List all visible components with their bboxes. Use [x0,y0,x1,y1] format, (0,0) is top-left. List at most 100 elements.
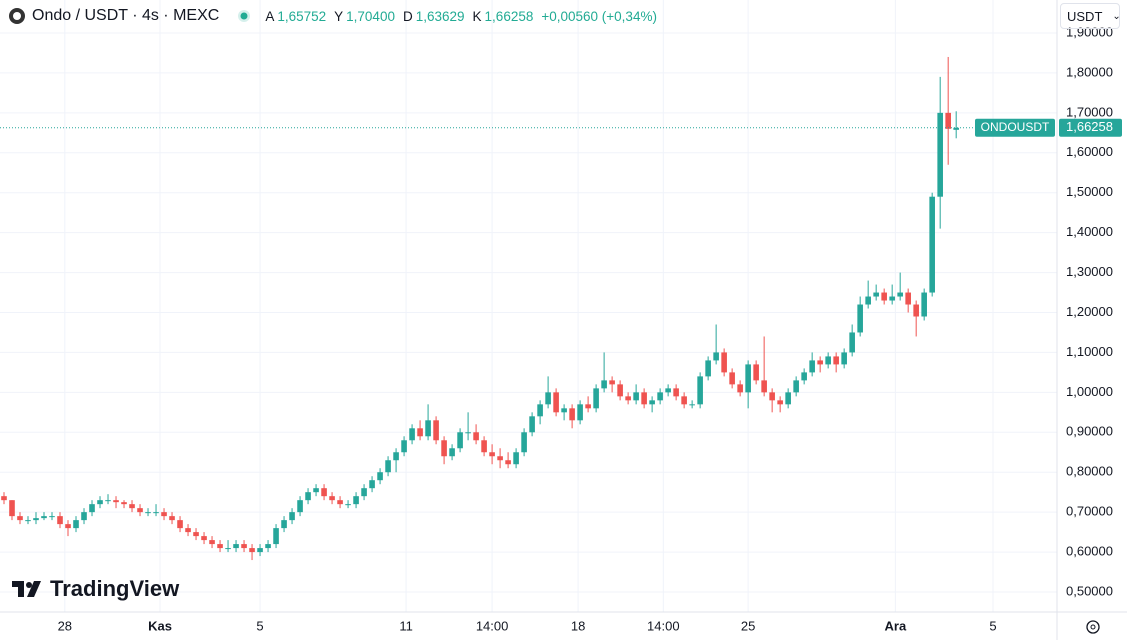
candle-body [105,500,111,502]
candle-body [425,420,431,437]
candle-body [649,400,655,405]
candle-body [945,112,951,129]
candle-body [697,376,703,405]
candle-body [881,292,887,301]
candle-body [889,296,895,301]
symbol[interactable]: Ondo / USDT · 4s · MEXC [32,7,220,24]
brand-icon [12,581,41,597]
x-tick-label: 25 [741,618,755,633]
candle-body [793,380,799,393]
candle-body [641,392,647,405]
brand-logo: TradingView [12,576,179,602]
candle-body [577,404,583,421]
y-tick-label: 0,80000 [1066,464,1113,479]
candle-body [417,428,423,437]
candle-body [1,496,7,501]
candle-body [601,380,607,389]
chevron: ⌄ [1112,10,1121,22]
candle-body [65,524,71,529]
status-dot [238,10,251,22]
candle-body [801,372,807,381]
currency-select[interactable]: USDT ⌄ [1060,3,1121,29]
candle-body [393,452,399,461]
x-tick-label: 5 [256,618,263,633]
candle-body [193,532,199,537]
candle-body [673,388,679,397]
candle-body [73,520,79,529]
candle-body [833,356,839,365]
candle-body [457,432,463,449]
price-tag-symbol: ONDOUSDT [981,120,1050,134]
candle-body [529,416,535,433]
candle-body [721,352,727,373]
candle-body [89,504,95,513]
x-tick-label: Ara [885,618,907,633]
y-tick-label: 1,10000 [1066,344,1113,359]
x-tick-label: 14:00 [476,618,509,633]
candle-body [369,480,375,489]
candle-body [785,392,791,405]
ohlc-value: 1,70400 [346,8,395,24]
candle-body [737,384,743,393]
ohlc-label: A [265,8,275,24]
candle-body [777,400,783,405]
x-tick-label: 28 [58,618,72,633]
candle-body [241,544,247,549]
candle-body [913,304,919,317]
x-tick-label: 14:00 [647,618,680,633]
y-tick-label: 1,00000 [1066,384,1113,399]
candle-body [121,502,127,505]
y-tick-label: 0,60000 [1066,544,1113,559]
candle-body [705,360,711,377]
y-tick-label: 1,70000 [1066,104,1113,119]
candle-body [633,392,639,401]
candle-body [57,516,63,525]
candle-body [809,360,815,373]
candle-body [657,392,663,401]
brand-name: TradingView [50,576,180,601]
price-tag-bg [975,118,1055,137]
candle-body [345,504,351,506]
settings-icon[interactable] [1086,620,1100,634]
candle-body [905,292,911,305]
candle-body [609,380,615,385]
candle-body [313,488,319,493]
candle-body [289,512,295,521]
candle-body [169,516,175,521]
candle-body [873,292,879,297]
candle-body [897,292,903,297]
candle-body [585,404,591,409]
candle-body [825,356,831,365]
y-tick-label: 1,60000 [1066,144,1113,159]
candle-body [361,488,367,497]
candle-body [113,500,119,503]
candle-body [41,516,47,519]
candle-body [81,512,87,521]
candle-body [281,520,287,529]
x-tick-label: 18 [571,618,585,633]
ohlc-value: 1,65752 [277,8,327,24]
candle-body [273,528,279,545]
candle-body [553,392,559,413]
candle-body [761,380,767,393]
candle-body [377,472,383,481]
x-tick-label: 5 [989,618,996,633]
x-tick-label: 11 [399,618,413,633]
candle-body [353,496,359,505]
candle-body [473,432,479,441]
candle-body [329,496,335,501]
candle-body [521,432,527,453]
candle-body [177,520,183,529]
candle-body [513,452,519,465]
candle-body [561,408,567,413]
currency: USDT [1067,8,1103,24]
candle-body [449,448,455,457]
y-tick-label: 1,50000 [1066,184,1113,199]
candle-body [209,540,215,545]
candle-body [433,420,439,441]
y-tick-label: 0,90000 [1066,424,1113,439]
candle-body [953,127,959,130]
candle-body [769,392,775,401]
candle-body [153,512,159,514]
candle-body [49,516,55,518]
